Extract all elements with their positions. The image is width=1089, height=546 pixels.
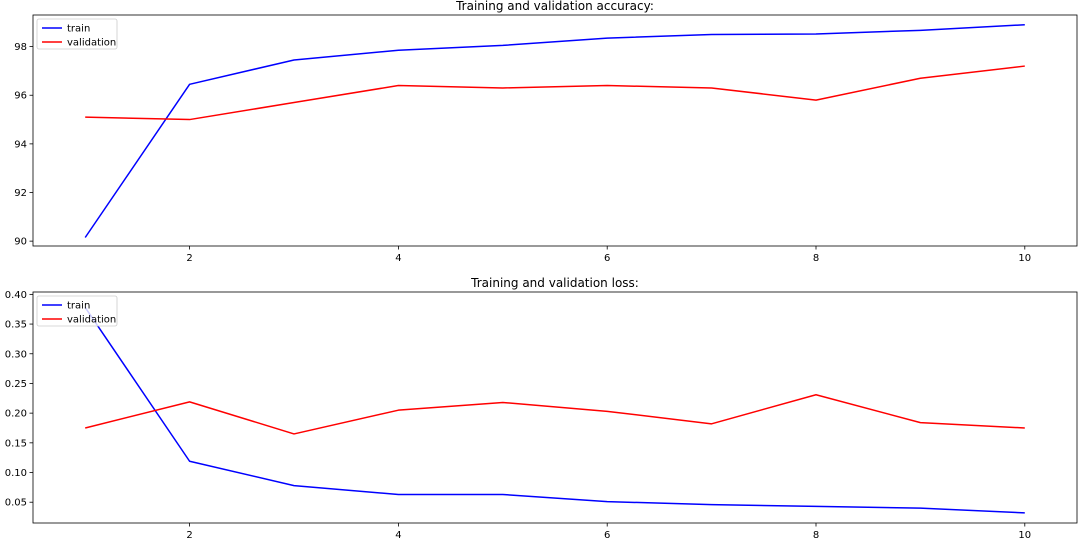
y-tick-label: 0.15: [5, 438, 27, 449]
series-line-validation: [85, 65, 1025, 121]
legend: train validation: [36, 295, 118, 327]
x-tick-label: 4: [395, 530, 401, 541]
x-tick-label: 2: [186, 530, 192, 541]
x-tick-label: 4: [395, 253, 401, 264]
legend-label-validation: validation: [67, 315, 116, 326]
x-tick-label: 8: [813, 253, 819, 264]
y-tick-label: 96: [14, 91, 27, 102]
legend: train validation: [36, 18, 118, 50]
y-tick-label: 0.40: [5, 290, 27, 301]
chart-title: Training and validation loss:: [470, 276, 639, 290]
x-tick-label: 6: [604, 253, 610, 264]
accuracy-chart: Training and validation accuracy: 2 4 6 8 10…: [14, 0, 1078, 264]
axes-frame: [32, 14, 1078, 247]
y-tick-label: 92: [14, 188, 27, 199]
y-tick-label: 0.10: [5, 468, 27, 479]
series-line-validation: [85, 393, 1025, 435]
y-tick-label: 0.25: [5, 379, 27, 390]
loss-chart: Training and validation loss: 2 4 6 8 10 0.05…: [5, 276, 1078, 541]
x-tick-label: 10: [1018, 253, 1031, 264]
x-tick-label: 6: [604, 530, 610, 541]
y-tick-label: 0.05: [5, 498, 27, 509]
x-tick-label: 2: [186, 253, 192, 264]
series-line-train: [84, 307, 1025, 514]
legend-label-train: train: [67, 301, 90, 312]
series-line-train: [84, 23, 1025, 238]
y-tick-label: 0.35: [5, 320, 27, 331]
chart-title: Training and validation accuracy:: [455, 0, 654, 13]
y-tick-label: 0.20: [5, 409, 27, 420]
y-tick-label: 0.30: [5, 349, 27, 360]
x-tick-label: 10: [1018, 530, 1031, 541]
y-tick-label: 90: [14, 237, 27, 248]
y-tick-label: 94: [14, 139, 27, 150]
x-tick-label: 8: [813, 530, 819, 541]
legend-label-train: train: [67, 24, 90, 35]
axes-frame: [32, 291, 1078, 524]
legend-label-validation: validation: [67, 38, 116, 49]
y-tick-label: 98: [14, 42, 27, 53]
